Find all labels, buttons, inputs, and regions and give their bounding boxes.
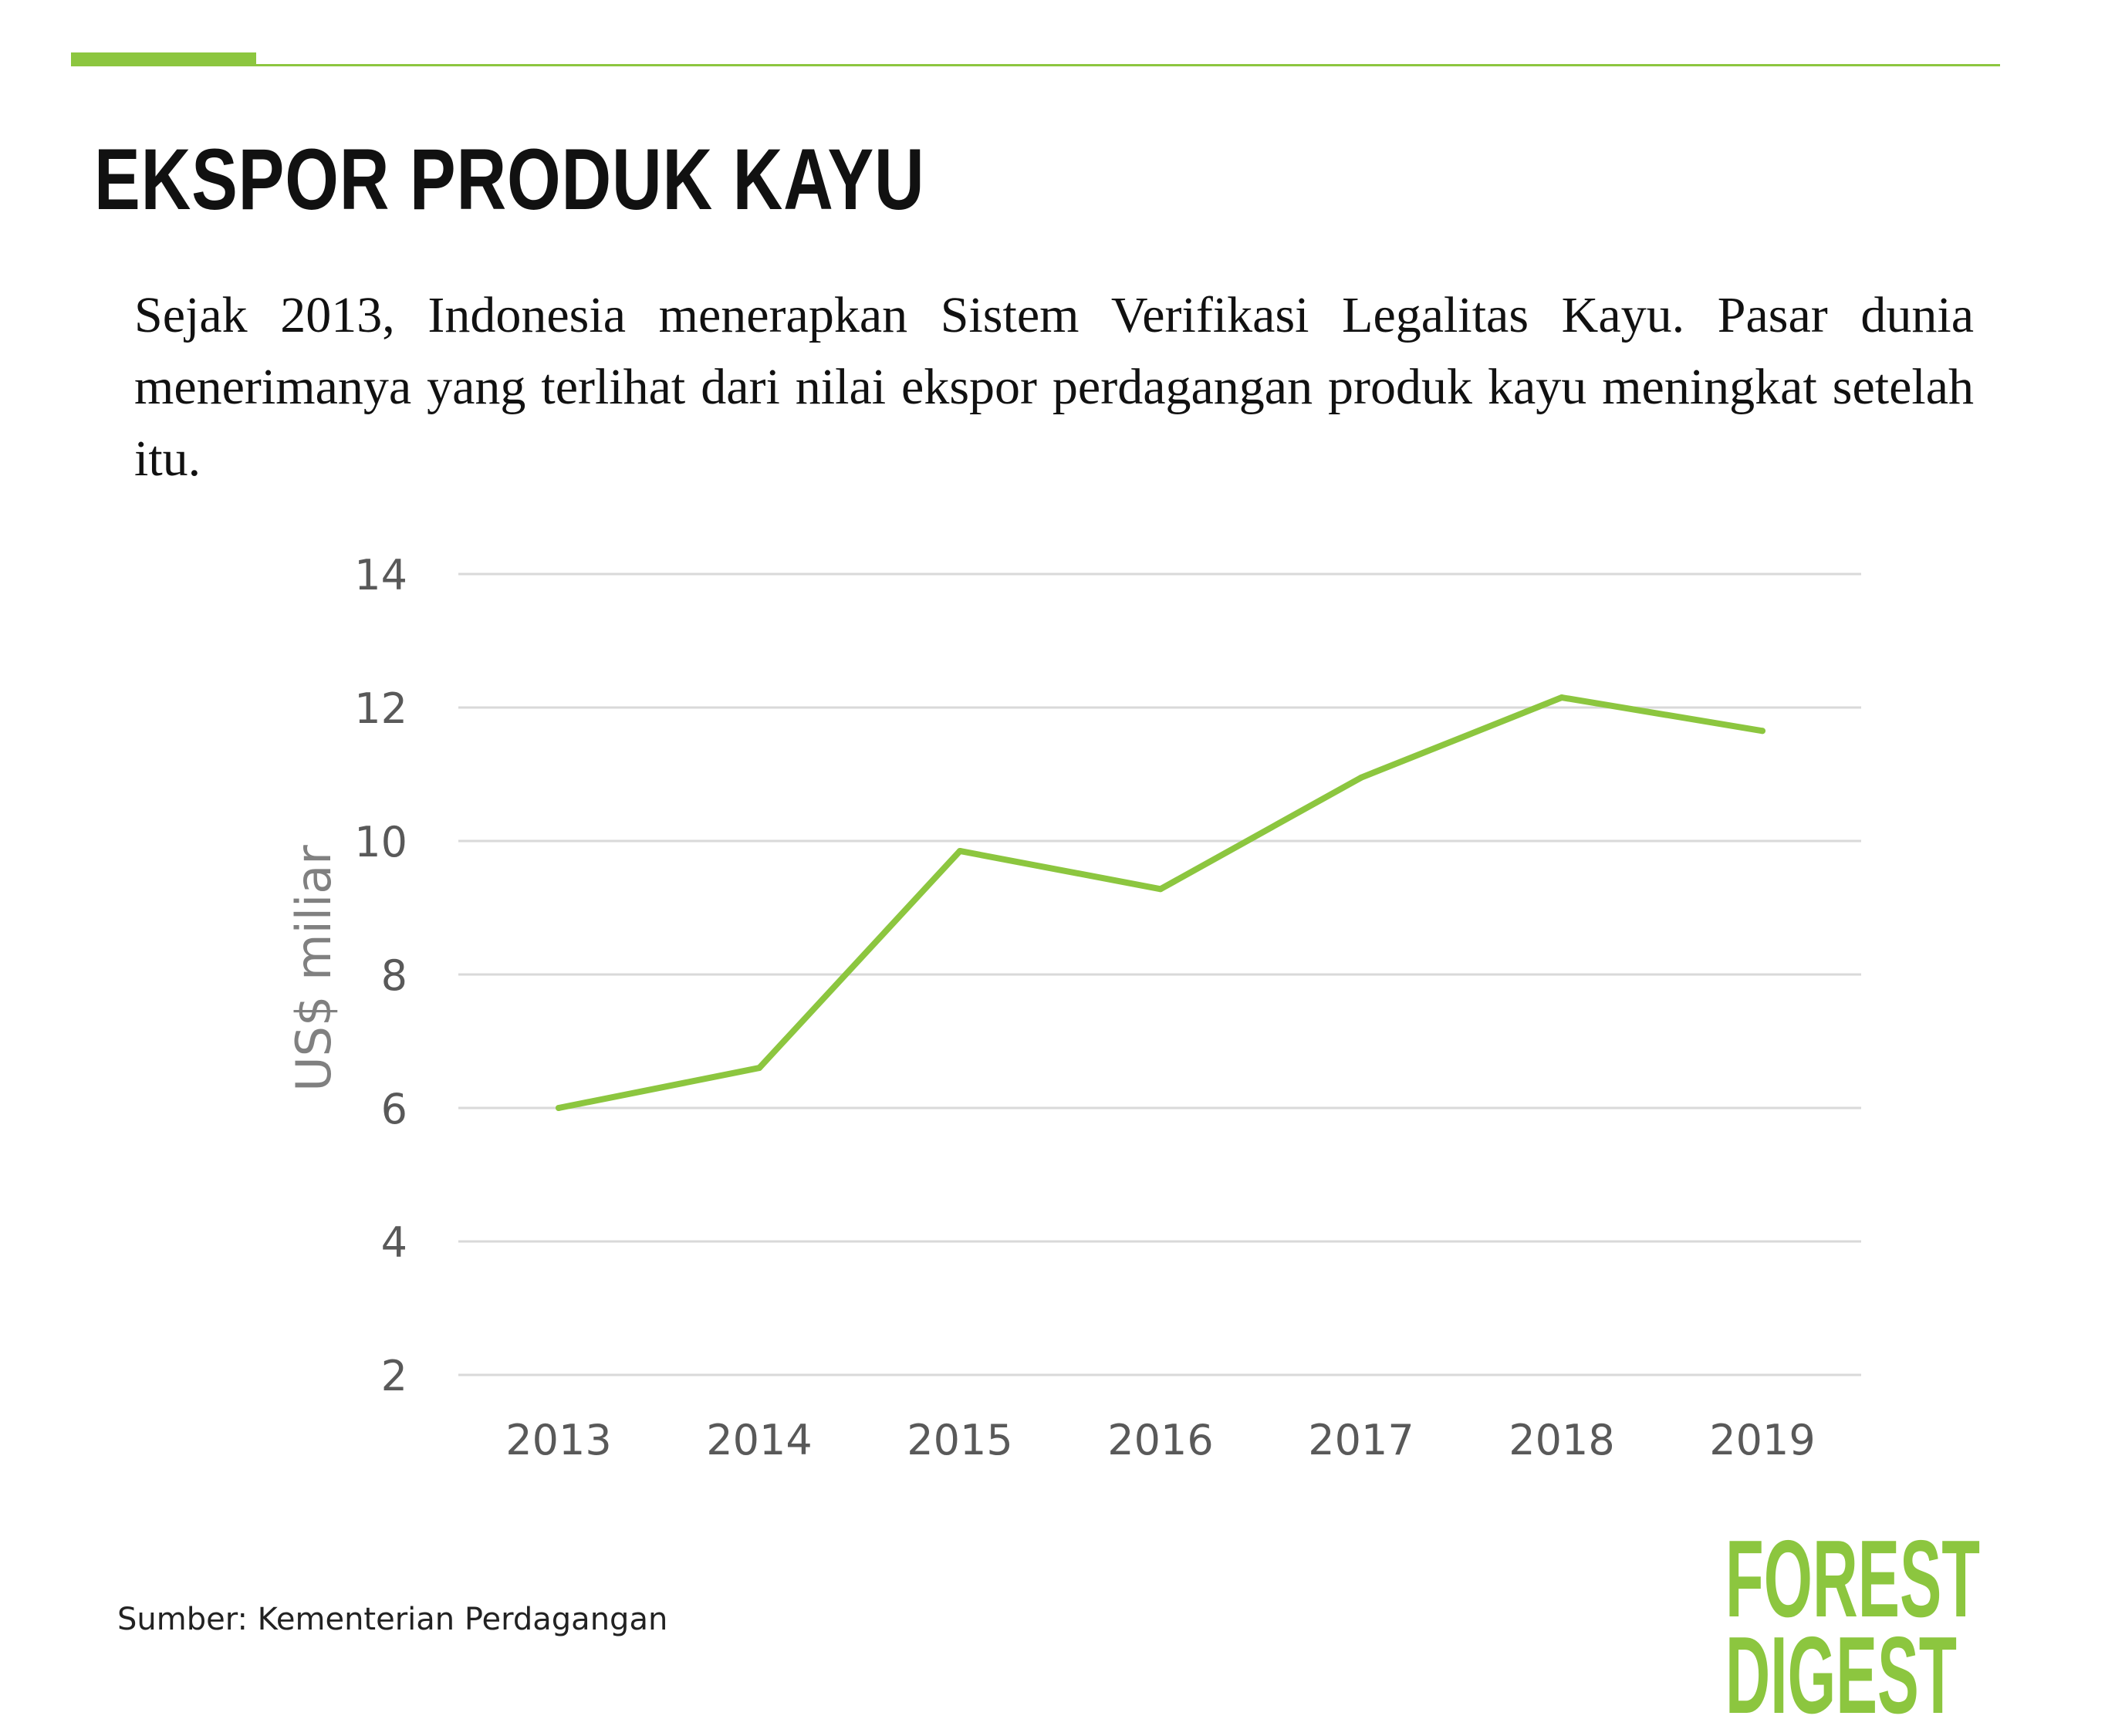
x-tick-label: 2017 [1308,1416,1414,1464]
y-tick-label: 10 [354,818,407,866]
x-tick-label: 2019 [1709,1416,1815,1464]
page-title: EKSPOR PRODUK KAYU [94,131,925,228]
source-note: Sumber: Kementerian Perdagangan [117,1602,668,1637]
logo-line-forest: FOREST [1725,1524,1980,1640]
y-axis-label: US$ miliar [286,845,342,1092]
x-tick-label: 2015 [907,1416,1012,1464]
logo-line-digest: DIGEST [1725,1614,1957,1721]
y-tick-label: 14 [354,551,407,599]
chart-gridlines [458,572,1861,1376]
data-point [957,847,963,854]
data-point [1157,886,1164,893]
x-tick-label: 2016 [1107,1416,1213,1464]
data-point [1358,774,1364,781]
data-point [756,1065,762,1072]
accent-bar [71,52,256,66]
x-tick-label: 2013 [505,1416,611,1464]
forest-digest-logo: FOREST DIGEST [1725,1524,1980,1721]
x-tick-label: 2018 [1509,1416,1614,1464]
y-tick-label: 12 [354,684,407,733]
y-axis-ticks: 2 4 6 8 10 12 14 [354,551,407,1400]
y-tick-label: 4 [381,1218,407,1267]
y-tick-label: 6 [381,1085,407,1133]
intro-paragraph: Sejak 2013, Indonesia menerapkan Sistem … [134,287,1974,487]
x-axis-ticks: 2013 2014 2015 2016 2017 2018 2019 [505,1416,1815,1464]
series-line [556,694,1765,1111]
data-point [556,1105,562,1111]
chart-series [556,694,1765,1111]
data-point [1559,694,1565,701]
y-tick-label: 8 [381,951,407,1000]
data-point [1759,728,1765,735]
x-tick-label: 2014 [706,1416,812,1464]
y-tick-label: 2 [381,1352,407,1400]
accent-rule [71,64,2000,66]
